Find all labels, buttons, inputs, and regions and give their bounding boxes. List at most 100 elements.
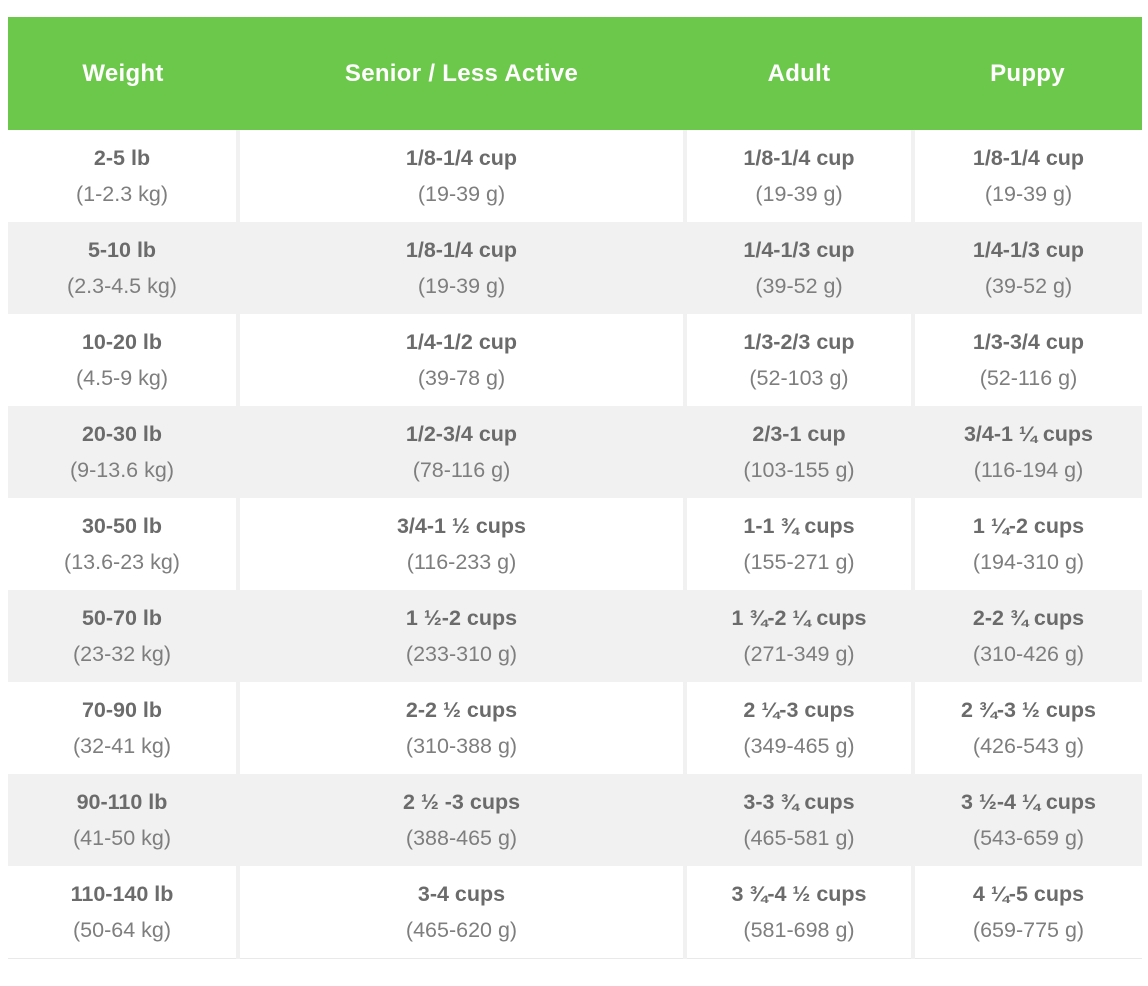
serving-grams: (19-39 g) xyxy=(417,182,506,206)
puppy-serving-cell: 4 ¼-5 cups (659-775 g) xyxy=(911,866,1142,959)
table-row: 30-50 lb (13.6-23 kg) 3/4-1 ½ cups (116-… xyxy=(8,498,1142,590)
serving-cups: 1 ¾-2 ¼ cups xyxy=(731,606,867,630)
serving-cups: 2-2 ¾ cups xyxy=(972,606,1085,630)
serving-grams: (194-310 g) xyxy=(972,550,1085,574)
serving-cups: 1 ¼-2 cups xyxy=(972,514,1085,538)
adult-serving-cell: 3 ¾-4 ½ cups (581-698 g) xyxy=(683,866,913,959)
adult-serving-cell: 1/3-2/3 cup (52-103 g) xyxy=(683,314,913,406)
weight-kg: (9-13.6 kg) xyxy=(70,458,174,482)
table-row: 90-110 lb (41-50 kg) 2 ½ -3 cups (388-46… xyxy=(8,774,1142,866)
weight-cell: 5-10 lb (2.3-4.5 kg) xyxy=(8,222,238,314)
puppy-serving-cell: 1/8-1/4 cup (19-39 g) xyxy=(911,130,1142,222)
adult-serving-cell: 1-1 ¾ cups (155-271 g) xyxy=(683,498,913,590)
serving-grams: (39-52 g) xyxy=(984,274,1073,298)
serving-grams: (52-116 g) xyxy=(979,366,1078,390)
serving-cups: 2 ¾-3 ½ cups xyxy=(960,698,1097,722)
serving-grams: (233-310 g) xyxy=(405,642,518,666)
serving-grams: (39-78 g) xyxy=(417,366,506,390)
feeding-guide-table-container: Weight Senior / Less Active Adult Puppy … xyxy=(8,17,1142,959)
serving-grams: (388-465 g) xyxy=(405,826,518,850)
senior-serving-cell: 1/2-3/4 cup (78-116 g) xyxy=(236,406,685,498)
serving-cups: 1 ½-2 cups xyxy=(405,606,518,630)
column-header-weight: Weight xyxy=(8,17,238,130)
weight-cell: 20-30 lb (9-13.6 kg) xyxy=(8,406,238,498)
table-row: 10-20 lb (4.5-9 kg) 1/4-1/2 cup (39-78 g… xyxy=(8,314,1142,406)
weight-lb: 30-50 lb xyxy=(81,514,163,538)
weight-lb: 50-70 lb xyxy=(81,606,163,630)
adult-serving-cell: 1 ¾-2 ¼ cups (271-349 g) xyxy=(683,590,913,682)
serving-cups: 1/4-1/2 cup xyxy=(405,330,518,354)
weight-kg: (2.3-4.5 kg) xyxy=(67,274,177,298)
table-body: 2-5 lb (1-2.3 kg) 1/8-1/4 cup (19-39 g) … xyxy=(8,130,1142,959)
senior-serving-cell: 1/8-1/4 cup (19-39 g) xyxy=(236,222,685,314)
table-row: 110-140 lb (50-64 kg) 3-4 cups (465-620 … xyxy=(8,866,1142,959)
senior-serving-cell: 1 ½-2 cups (233-310 g) xyxy=(236,590,685,682)
puppy-serving-cell: 1/3-3/4 cup (52-116 g) xyxy=(911,314,1142,406)
adult-serving-cell: 2 ¼-3 cups (349-465 g) xyxy=(683,682,913,774)
table-row: 50-70 lb (23-32 kg) 1 ½-2 cups (233-310 … xyxy=(8,590,1142,682)
weight-kg: (23-32 kg) xyxy=(73,642,171,666)
adult-serving-cell: 3-3 ¾ cups (465-581 g) xyxy=(683,774,913,866)
serving-grams: (581-698 g) xyxy=(743,918,855,942)
senior-serving-cell: 2 ½ -3 cups (388-465 g) xyxy=(236,774,685,866)
serving-cups: 3 ½-4 ¼ cups xyxy=(960,790,1097,814)
serving-grams: (116-194 g) xyxy=(973,458,1084,482)
serving-grams: (155-271 g) xyxy=(743,550,855,574)
serving-grams: (103-155 g) xyxy=(743,458,855,482)
adult-serving-cell: 1/8-1/4 cup (19-39 g) xyxy=(683,130,913,222)
serving-grams: (426-543 g) xyxy=(972,734,1085,758)
serving-grams: (310-426 g) xyxy=(972,642,1085,666)
serving-grams: (19-39 g) xyxy=(984,182,1073,206)
weight-lb: 20-30 lb xyxy=(81,422,163,446)
weight-kg: (32-41 kg) xyxy=(73,734,171,758)
serving-cups: 1/8-1/4 cup xyxy=(972,146,1085,170)
puppy-serving-cell: 3 ½-4 ¼ cups (543-659 g) xyxy=(911,774,1142,866)
puppy-serving-cell: 1 ¼-2 cups (194-310 g) xyxy=(911,498,1142,590)
serving-cups: 3-4 cups xyxy=(417,882,506,906)
serving-cups: 3 ¾-4 ½ cups xyxy=(731,882,867,906)
serving-cups: 1/3-2/3 cup xyxy=(743,330,855,354)
serving-grams: (465-620 g) xyxy=(405,918,518,942)
senior-serving-cell: 1/8-1/4 cup (19-39 g) xyxy=(236,130,685,222)
puppy-serving-cell: 2 ¾-3 ½ cups (426-543 g) xyxy=(911,682,1142,774)
table-row: 2-5 lb (1-2.3 kg) 1/8-1/4 cup (19-39 g) … xyxy=(8,130,1142,222)
weight-cell: 70-90 lb (32-41 kg) xyxy=(8,682,238,774)
weight-lb: 90-110 lb xyxy=(76,790,168,814)
column-header-puppy: Puppy xyxy=(913,17,1142,130)
weight-lb: 110-140 lb xyxy=(70,882,174,906)
serving-cups: 1/8-1/4 cup xyxy=(743,146,855,170)
adult-serving-cell: 2/3-1 cup (103-155 g) xyxy=(683,406,913,498)
serving-grams: (271-349 g) xyxy=(743,642,855,666)
senior-serving-cell: 1/4-1/2 cup (39-78 g) xyxy=(236,314,685,406)
puppy-serving-cell: 3/4-1 ¼ cups (116-194 g) xyxy=(911,406,1142,498)
weight-kg: (13.6-23 kg) xyxy=(64,550,180,574)
serving-cups: 2 ¼-3 cups xyxy=(743,698,855,722)
weight-lb: 10-20 lb xyxy=(81,330,163,354)
weight-lb: 70-90 lb xyxy=(81,698,163,722)
weight-cell: 50-70 lb (23-32 kg) xyxy=(8,590,238,682)
header-row: Weight Senior / Less Active Adult Puppy xyxy=(8,17,1142,130)
serving-grams: (52-103 g) xyxy=(749,366,849,390)
weight-cell: 10-20 lb (4.5-9 kg) xyxy=(8,314,238,406)
serving-grams: (659-775 g) xyxy=(972,918,1085,942)
serving-grams: (78-116 g) xyxy=(412,458,511,482)
serving-grams: (310-388 g) xyxy=(405,734,518,758)
table-row: 70-90 lb (32-41 kg) 2-2 ½ cups (310-388 … xyxy=(8,682,1142,774)
weight-cell: 110-140 lb (50-64 kg) xyxy=(8,866,238,959)
weight-cell: 30-50 lb (13.6-23 kg) xyxy=(8,498,238,590)
table-row: 20-30 lb (9-13.6 kg) 1/2-3/4 cup (78-116… xyxy=(8,406,1142,498)
senior-serving-cell: 2-2 ½ cups (310-388 g) xyxy=(236,682,685,774)
weight-kg: (1-2.3 kg) xyxy=(75,182,168,206)
serving-grams: (39-52 g) xyxy=(755,274,843,298)
serving-grams: (349-465 g) xyxy=(743,734,855,758)
puppy-serving-cell: 2-2 ¾ cups (310-426 g) xyxy=(911,590,1142,682)
serving-cups: 3/4-1 ¼ cups xyxy=(963,422,1094,446)
serving-cups: 1/8-1/4 cup xyxy=(405,238,518,262)
serving-cups: 3/4-1 ½ cups xyxy=(396,514,527,538)
serving-grams: (19-39 g) xyxy=(417,274,506,298)
table-row: 5-10 lb (2.3-4.5 kg) 1/8-1/4 cup (19-39 … xyxy=(8,222,1142,314)
weight-cell: 2-5 lb (1-2.3 kg) xyxy=(8,130,238,222)
serving-grams: (543-659 g) xyxy=(972,826,1085,850)
weight-cell: 90-110 lb (41-50 kg) xyxy=(8,774,238,866)
